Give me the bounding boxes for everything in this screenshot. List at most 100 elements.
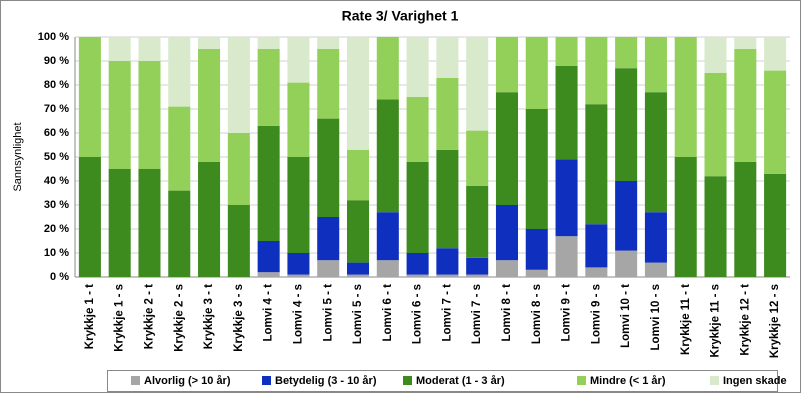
bar-segment bbox=[317, 37, 340, 49]
x-tick-label: Krykkje 12 - s bbox=[769, 284, 781, 358]
bar-segment bbox=[466, 130, 489, 186]
bar-segment bbox=[138, 37, 161, 61]
bar-segment bbox=[406, 253, 429, 275]
bar-segment bbox=[198, 161, 221, 277]
bar-segment bbox=[346, 37, 370, 150]
bar-segment bbox=[466, 37, 489, 131]
bar-segment bbox=[317, 49, 340, 119]
bar-segment bbox=[555, 65, 578, 160]
x-tick-label: Krykkje 3 - t bbox=[203, 284, 215, 349]
y-tick-label: 30 % bbox=[44, 199, 69, 211]
bar-segment bbox=[436, 248, 459, 275]
bar-segment bbox=[525, 109, 548, 229]
bar-segment bbox=[287, 253, 310, 275]
legend-swatch bbox=[262, 376, 271, 385]
bar-segment bbox=[674, 157, 697, 277]
bar-segment bbox=[525, 37, 548, 109]
bar-segment bbox=[674, 37, 697, 157]
bar-segment bbox=[346, 149, 370, 201]
bar-segment bbox=[495, 260, 519, 277]
x-tick-label: Lomvi 4 - s bbox=[292, 284, 304, 344]
x-tick-label: Lomvi 7 - s bbox=[471, 284, 483, 344]
legend-label: Betydelig (3 - 10 år) bbox=[275, 375, 377, 387]
y-tick-label: 100 % bbox=[38, 31, 69, 43]
x-tick-label: Lomvi 9 - t bbox=[561, 284, 573, 342]
legend-swatch bbox=[577, 376, 586, 385]
bar-segment bbox=[406, 161, 429, 253]
x-tick-label: Krykkje 2 - s bbox=[173, 284, 185, 352]
chart-title: Rate 3/ Varighet 1 bbox=[342, 8, 459, 24]
bar-segment bbox=[615, 250, 638, 277]
bar-segment bbox=[406, 37, 429, 97]
bar-segment bbox=[346, 274, 370, 277]
bar-segment bbox=[287, 157, 310, 253]
legend-swatch bbox=[403, 376, 412, 385]
bar-segment bbox=[436, 274, 459, 277]
bar-segment bbox=[764, 37, 787, 71]
y-tick-label: 90 % bbox=[44, 55, 69, 67]
bar-segment bbox=[585, 37, 608, 105]
bar-segment bbox=[138, 169, 161, 277]
y-axis-title: Sannsynlighet bbox=[12, 122, 24, 191]
bar-segment bbox=[257, 241, 280, 273]
y-tick-label: 60 % bbox=[44, 127, 69, 139]
y-tick-label: 80 % bbox=[44, 79, 69, 91]
bar-segment bbox=[168, 37, 191, 107]
bar-segment bbox=[734, 161, 757, 277]
bar-segment bbox=[495, 92, 519, 205]
bar-segment bbox=[198, 37, 221, 49]
bar-segment bbox=[108, 37, 131, 61]
legend-swatch bbox=[131, 376, 140, 385]
bar-segment bbox=[406, 274, 429, 277]
bar-segment bbox=[764, 70, 787, 174]
legend-label: Alvorlig (> 10 år) bbox=[144, 375, 231, 387]
bar-segment bbox=[108, 61, 131, 169]
bar-segment bbox=[376, 260, 399, 277]
bar-segment bbox=[78, 37, 101, 157]
x-tick-label: Lomvi 8 - s bbox=[531, 284, 543, 344]
y-tick-label: 70 % bbox=[44, 103, 69, 115]
bar-segment bbox=[376, 37, 399, 100]
legend-label: Mindre (< 1 år) bbox=[590, 375, 666, 387]
bar-segment bbox=[704, 37, 727, 73]
x-tick-label: Krykkje 11 - t bbox=[680, 284, 692, 355]
bar-segment bbox=[585, 267, 608, 277]
bar-segment bbox=[317, 118, 340, 217]
bar-segment bbox=[585, 104, 608, 225]
bar-segment bbox=[317, 260, 340, 277]
x-tick-label: Krykkje 3 - s bbox=[233, 284, 245, 352]
x-tick-label: Lomvi 7 - t bbox=[441, 284, 453, 342]
y-tick-label: 50 % bbox=[44, 151, 69, 163]
bar-segment bbox=[317, 217, 340, 261]
bar-segment bbox=[466, 257, 489, 275]
x-tick-label: Lomvi 4 - t bbox=[263, 284, 275, 342]
bar-segment bbox=[376, 212, 399, 261]
bar-segment bbox=[734, 37, 757, 49]
bar-segment bbox=[704, 73, 727, 177]
bar-segment bbox=[555, 236, 578, 277]
x-tick-label: Lomvi 10 - t bbox=[620, 284, 632, 348]
bar-segment bbox=[764, 173, 787, 277]
bar-segment bbox=[525, 229, 548, 270]
bar-segment bbox=[78, 157, 101, 277]
x-tick-label: Krykkje 12 - t bbox=[739, 284, 751, 356]
bar-segment bbox=[734, 49, 757, 162]
x-tick-label: Krykkje 1 - s bbox=[114, 284, 126, 352]
bar-segment bbox=[287, 82, 310, 157]
bar-segment bbox=[466, 185, 489, 258]
bar-segment bbox=[615, 181, 638, 251]
bar-segment bbox=[644, 37, 667, 93]
bar-segment bbox=[287, 274, 310, 277]
bar-segment bbox=[198, 49, 221, 162]
bar-segment bbox=[495, 37, 519, 93]
bar-segment bbox=[555, 37, 578, 66]
bar-segment bbox=[436, 77, 459, 150]
bar-segment bbox=[257, 37, 280, 49]
y-tick-label: 40 % bbox=[44, 175, 69, 187]
bar-segment bbox=[585, 224, 608, 268]
legend-swatch bbox=[710, 376, 719, 385]
bar-segment bbox=[644, 262, 667, 277]
bar-segment bbox=[168, 106, 191, 191]
bar-segment bbox=[287, 37, 310, 83]
bar-segment bbox=[257, 272, 280, 277]
